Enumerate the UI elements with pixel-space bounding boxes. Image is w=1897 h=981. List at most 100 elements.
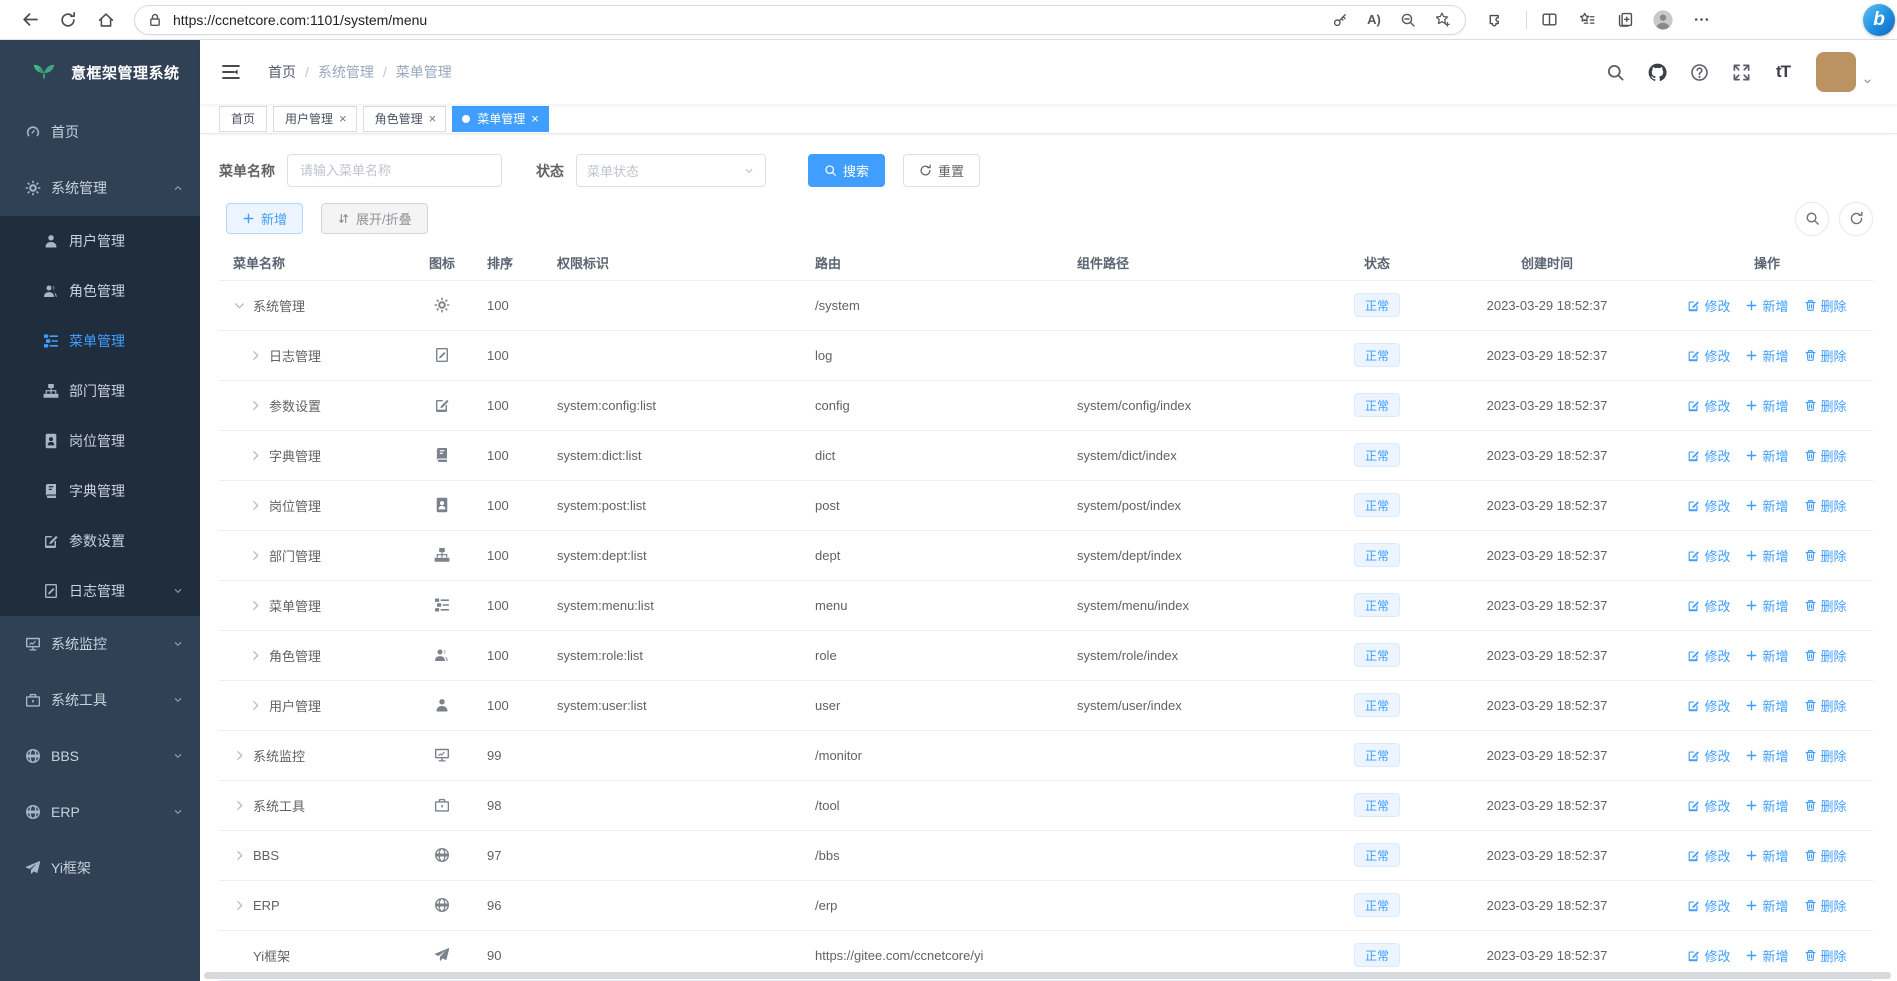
delete-link[interactable]: 删除	[1804, 346, 1847, 365]
add-link[interactable]: 新增	[1745, 746, 1789, 765]
sidebar-item-config[interactable]: 参数设置	[0, 516, 200, 566]
menu-name-input[interactable]	[287, 154, 502, 187]
delete-link[interactable]: 删除	[1804, 296, 1847, 315]
browser-back-button[interactable]	[16, 6, 44, 34]
expand-caret-icon[interactable]	[233, 899, 246, 912]
add-link[interactable]: 新增	[1745, 596, 1789, 615]
delete-link[interactable]: 删除	[1804, 696, 1847, 715]
user-avatar[interactable]	[1816, 52, 1856, 92]
edit-link[interactable]: 修改	[1687, 496, 1730, 515]
help-icon[interactable]	[1688, 61, 1710, 83]
expand-caret-icon[interactable]	[233, 799, 246, 812]
delete-link[interactable]: 删除	[1804, 496, 1847, 515]
url-text[interactable]: https://ccnetcore.com:1101/system/menu	[173, 11, 428, 28]
close-icon[interactable]: ×	[428, 111, 437, 126]
browser-home-button[interactable]	[92, 6, 120, 34]
password-key-icon[interactable]	[1327, 7, 1353, 33]
add-link[interactable]: 新增	[1745, 496, 1789, 515]
reset-button[interactable]: 重置	[903, 154, 981, 187]
expand-caret-icon[interactable]	[249, 399, 262, 412]
sidebar-item-yi-framework[interactable]: Yi框架	[0, 840, 200, 896]
edit-link[interactable]: 修改	[1687, 646, 1730, 665]
sidebar-collapse-icon[interactable]	[220, 61, 242, 83]
browser-profile-avatar[interactable]	[1649, 6, 1677, 34]
sidebar-item-log-mgmt[interactable]: 日志管理	[0, 566, 200, 616]
add-link[interactable]: 新增	[1745, 946, 1789, 965]
sidebar-item-role-mgmt[interactable]: 角色管理	[0, 266, 200, 316]
edit-link[interactable]: 修改	[1687, 796, 1730, 815]
delete-link[interactable]: 删除	[1804, 746, 1847, 765]
browser-menu-dots-icon[interactable]	[1687, 6, 1715, 34]
tab-menu-mgmt[interactable]: 菜单管理 ×	[452, 105, 549, 132]
delete-link[interactable]: 删除	[1804, 846, 1847, 865]
add-link[interactable]: 新增	[1745, 896, 1789, 915]
sidebar-item-bbs[interactable]: BBS	[0, 728, 200, 784]
sidebar-item-tools[interactable]: 系统工具	[0, 672, 200, 728]
favorites-bar-icon[interactable]	[1573, 6, 1601, 34]
expand-caret-icon[interactable]	[249, 599, 262, 612]
expand-caret-icon[interactable]	[249, 499, 262, 512]
add-button[interactable]: 新增	[226, 203, 304, 234]
header-search-icon[interactable]	[1604, 61, 1626, 83]
sidebar-item-monitor[interactable]: 系统监控	[0, 616, 200, 672]
address-bar[interactable]: https://ccnetcore.com:1101/system/menu A…	[134, 4, 1466, 35]
edit-link[interactable]: 修改	[1687, 346, 1730, 365]
read-aloud-icon[interactable]: A)	[1367, 12, 1381, 27]
expand-caret-icon[interactable]	[249, 649, 262, 662]
add-link[interactable]: 新增	[1745, 296, 1789, 315]
extensions-icon[interactable]	[1480, 6, 1508, 34]
expand-caret-icon[interactable]	[233, 849, 246, 862]
expand-collapse-button[interactable]: 展开/折叠	[321, 203, 428, 234]
edit-link[interactable]: 修改	[1687, 446, 1730, 465]
delete-link[interactable]: 删除	[1804, 596, 1847, 615]
close-icon[interactable]: ×	[531, 111, 539, 126]
refresh-table-button[interactable]	[1839, 201, 1873, 236]
sidebar-item-menu-mgmt[interactable]: 菜单管理	[0, 316, 200, 366]
expand-caret-icon[interactable]	[249, 349, 262, 362]
add-link[interactable]: 新增	[1745, 846, 1789, 865]
split-screen-icon[interactable]	[1535, 6, 1563, 34]
browser-refresh-button[interactable]	[54, 6, 82, 34]
edit-link[interactable]: 修改	[1687, 296, 1730, 315]
edit-link[interactable]: 修改	[1687, 846, 1730, 865]
delete-link[interactable]: 删除	[1804, 396, 1847, 415]
zoom-out-icon[interactable]	[1395, 7, 1421, 33]
delete-link[interactable]: 删除	[1804, 796, 1847, 815]
sidebar-item-post-mgmt[interactable]: 岗位管理	[0, 416, 200, 466]
avatar-caret-down-icon[interactable]	[1862, 76, 1873, 87]
tab-home[interactable]: 首页	[219, 105, 268, 132]
status-select[interactable]: 菜单状态	[576, 154, 766, 187]
tab-user-mgmt[interactable]: 用户管理 ×	[273, 105, 357, 132]
delete-link[interactable]: 删除	[1804, 546, 1847, 565]
github-icon[interactable]	[1646, 61, 1668, 83]
fullscreen-icon[interactable]	[1730, 61, 1752, 83]
expand-caret-icon[interactable]	[233, 299, 246, 312]
expand-caret-icon[interactable]	[233, 749, 246, 762]
sidebar-item-dict-mgmt[interactable]: 字典管理	[0, 466, 200, 516]
collections-icon[interactable]	[1611, 6, 1639, 34]
edit-link[interactable]: 修改	[1687, 546, 1730, 565]
sidebar-item-home[interactable]: 首页	[0, 104, 200, 160]
sidebar-item-erp[interactable]: ERP	[0, 784, 200, 840]
bing-sidebar-icon[interactable]: b	[1863, 4, 1895, 36]
add-link[interactable]: 新增	[1745, 346, 1789, 365]
add-link[interactable]: 新增	[1745, 396, 1789, 415]
delete-link[interactable]: 删除	[1804, 446, 1847, 465]
add-link[interactable]: 新增	[1745, 696, 1789, 715]
tab-role-mgmt[interactable]: 角色管理 ×	[362, 105, 447, 132]
sidebar-item-dept-mgmt[interactable]: 部门管理	[0, 366, 200, 416]
horizontal-scrollbar[interactable]	[204, 972, 1891, 979]
expand-caret-icon[interactable]	[249, 699, 262, 712]
edit-link[interactable]: 修改	[1687, 896, 1730, 915]
add-link[interactable]: 新增	[1745, 646, 1789, 665]
toggle-search-button[interactable]	[1795, 201, 1829, 236]
edit-link[interactable]: 修改	[1687, 696, 1730, 715]
search-button[interactable]: 搜索	[808, 154, 886, 187]
edit-link[interactable]: 修改	[1687, 396, 1730, 415]
breadcrumb-system[interactable]: 系统管理	[317, 64, 374, 80]
expand-caret-icon[interactable]	[249, 549, 262, 562]
add-link[interactable]: 新增	[1745, 446, 1789, 465]
sidebar-item-system-mgmt[interactable]: 系统管理	[0, 160, 200, 216]
add-link[interactable]: 新增	[1745, 546, 1789, 565]
sidebar-item-user-mgmt[interactable]: 用户管理	[0, 216, 200, 266]
